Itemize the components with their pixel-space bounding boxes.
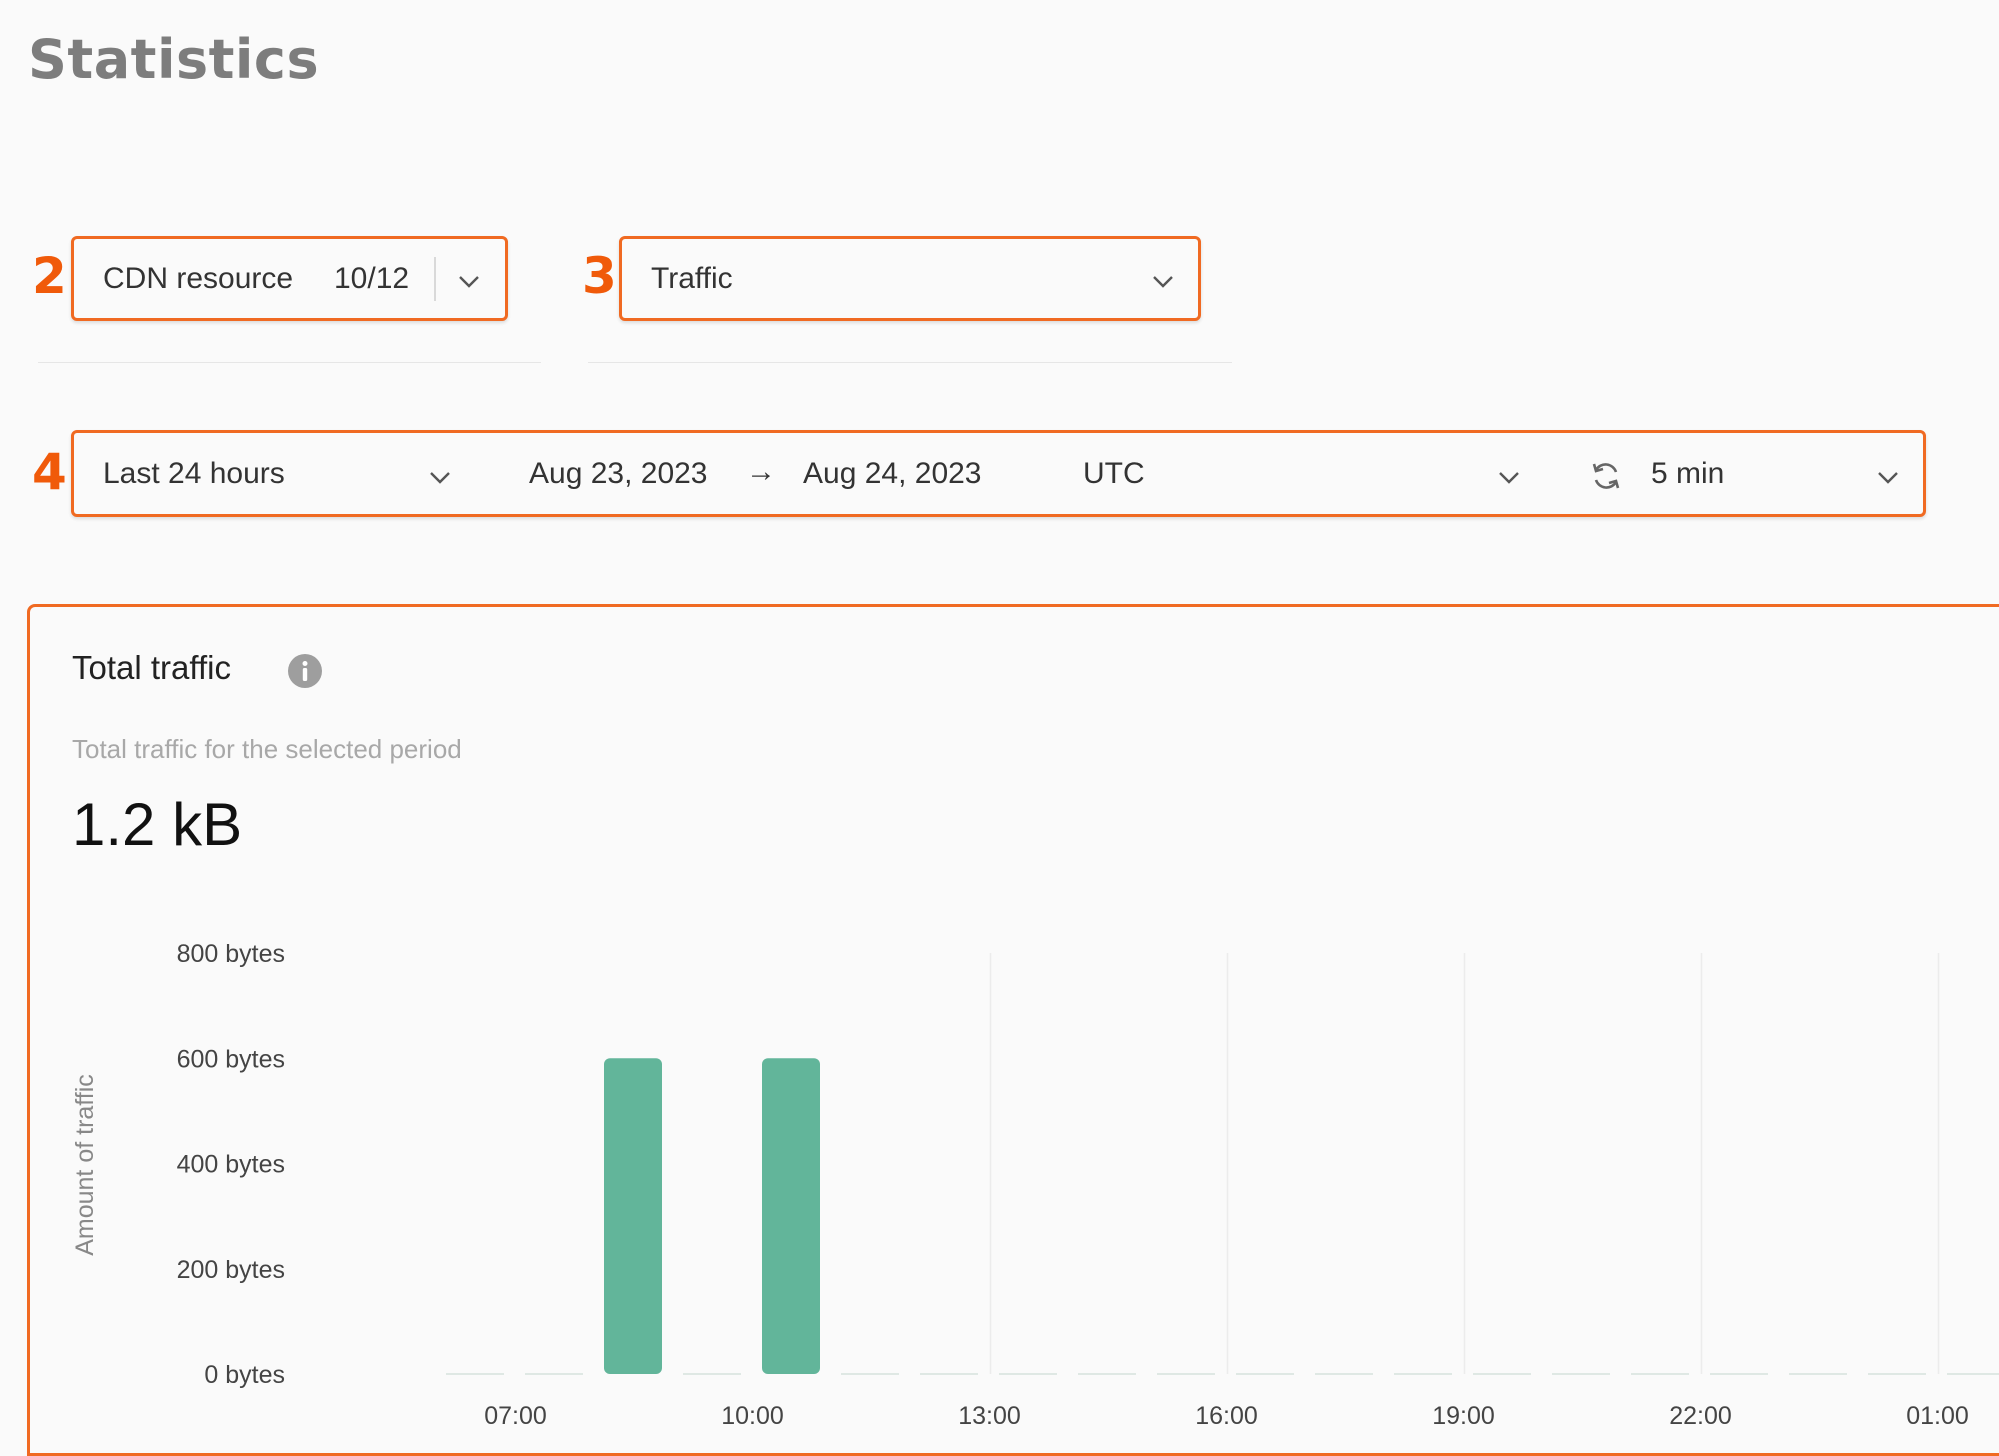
arrow-right-icon: →	[746, 455, 776, 488]
total-traffic-value: 1.2 kB	[72, 791, 243, 858]
refresh-interval-value: 5 min	[1651, 457, 1725, 490]
start-date[interactable]: Aug 23, 2023	[529, 457, 708, 490]
total-traffic-panel	[27, 604, 1999, 1456]
cdn-resource-select[interactable]: CDN resource 10/12	[71, 236, 508, 321]
timezone-value: UTC	[1083, 457, 1145, 490]
chevron-down-icon[interactable]	[1874, 463, 1902, 491]
metric-select-value: Traffic	[651, 262, 733, 295]
panel-subtitle: Total traffic for the selected period	[72, 734, 462, 764]
chevron-down-icon[interactable]	[1149, 267, 1177, 295]
page-title: Statistics	[28, 28, 320, 91]
divider	[38, 362, 541, 363]
metric-select[interactable]: Traffic	[619, 236, 1201, 321]
cdn-resource-label: CDN resource	[103, 262, 294, 295]
refresh-icon[interactable]	[1589, 459, 1623, 493]
callout-number-2: 2	[32, 247, 67, 305]
chevron-down-icon[interactable]	[426, 463, 454, 491]
chevron-down-icon[interactable]	[1495, 463, 1523, 491]
range-select-value: Last 24 hours	[103, 457, 285, 490]
end-date[interactable]: Aug 24, 2023	[803, 457, 982, 490]
info-icon[interactable]	[286, 652, 324, 690]
divider	[588, 362, 1232, 363]
callout-number-4: 4	[32, 443, 67, 501]
callout-number-3: 3	[582, 247, 617, 305]
chevron-down-icon[interactable]	[455, 267, 483, 295]
period-filter-bar: Last 24 hours Aug 23, 2023 → Aug 24, 202…	[71, 430, 1926, 517]
cdn-resource-count: 10/12	[334, 262, 410, 295]
divider	[434, 257, 436, 301]
panel-title: Total traffic	[72, 649, 231, 686]
